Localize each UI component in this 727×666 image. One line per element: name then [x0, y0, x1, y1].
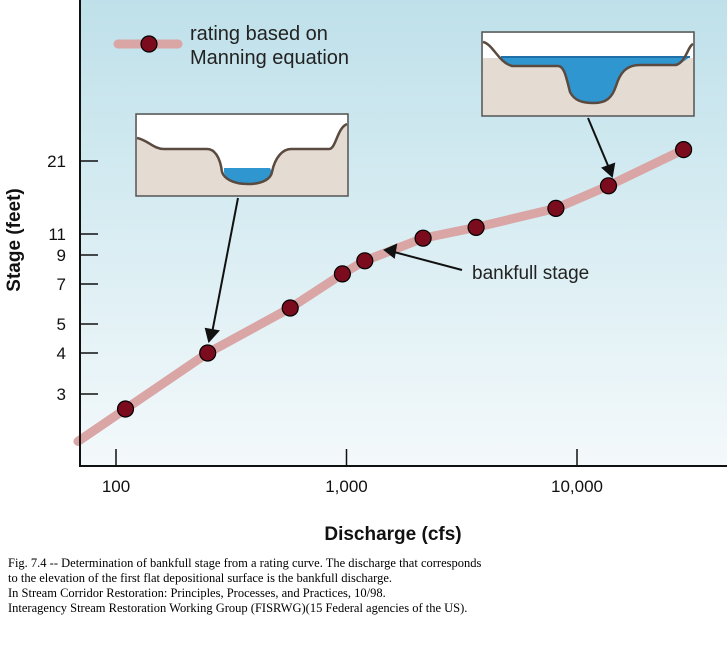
data-point-3	[281, 299, 299, 317]
y-tick-label-11: 11	[48, 225, 66, 244]
x-tick-label-1000: 1,000	[325, 477, 368, 496]
data-point-4	[333, 265, 351, 283]
caption-line-1: Fig. 7.4 -- Determination of bankfull st…	[8, 556, 482, 570]
y-tick-label-5: 5	[57, 315, 66, 334]
y-tick-label-21: 21	[47, 152, 66, 171]
legend-marker-swatch	[140, 35, 158, 53]
legend-label: rating based on Manning equation	[190, 23, 349, 69]
data-point-5	[356, 252, 374, 270]
bankfull-stage-label: bankfull stage	[472, 263, 589, 284]
caption-line-3: In Stream Corridor Restoration: Principl…	[8, 586, 386, 600]
channel-cross-section-inset-bankfull	[481, 31, 695, 117]
figure-caption: Fig. 7.4 -- Determination of bankfull st…	[8, 556, 720, 616]
y-tick-label-3: 3	[57, 385, 66, 404]
y-axis-title: Stage (feet)	[4, 188, 25, 291]
arrow-to-bankfull-stage	[393, 251, 463, 271]
y-tick-label-7: 7	[57, 275, 66, 294]
y-tick-label-4: 4	[57, 344, 66, 363]
data-point-6	[414, 229, 432, 247]
data-point-8	[547, 199, 565, 217]
x-axis-title: Discharge (cfs)	[324, 524, 461, 545]
x-tick-label-10000: 10,000	[551, 477, 603, 496]
data-point-10	[674, 141, 693, 159]
data-point-1	[116, 400, 135, 418]
arrow-to-lowflow-point	[211, 197, 239, 334]
arrow-to-bankfull-point	[587, 117, 610, 169]
caption-line-4: Interagency Stream Restoration Working G…	[8, 601, 468, 615]
y-tick-label-9: 9	[57, 246, 66, 265]
caption-line-2: to the elevation of the first flat depos…	[8, 571, 393, 585]
x-tick-label-100: 100	[102, 477, 130, 496]
legend: rating based on Manning equation	[113, 23, 349, 69]
channel-cross-section-inset-lowflow	[135, 113, 349, 197]
data-point-2	[199, 344, 217, 362]
data-point-7	[467, 218, 485, 236]
data-point-9	[599, 177, 618, 195]
rating-curve-chart: 3 4 5 7 9 11 21 100 1,000 10,000 Discharge (cfs)…	[4, 0, 727, 545]
pointer-arrows	[204, 117, 616, 344]
